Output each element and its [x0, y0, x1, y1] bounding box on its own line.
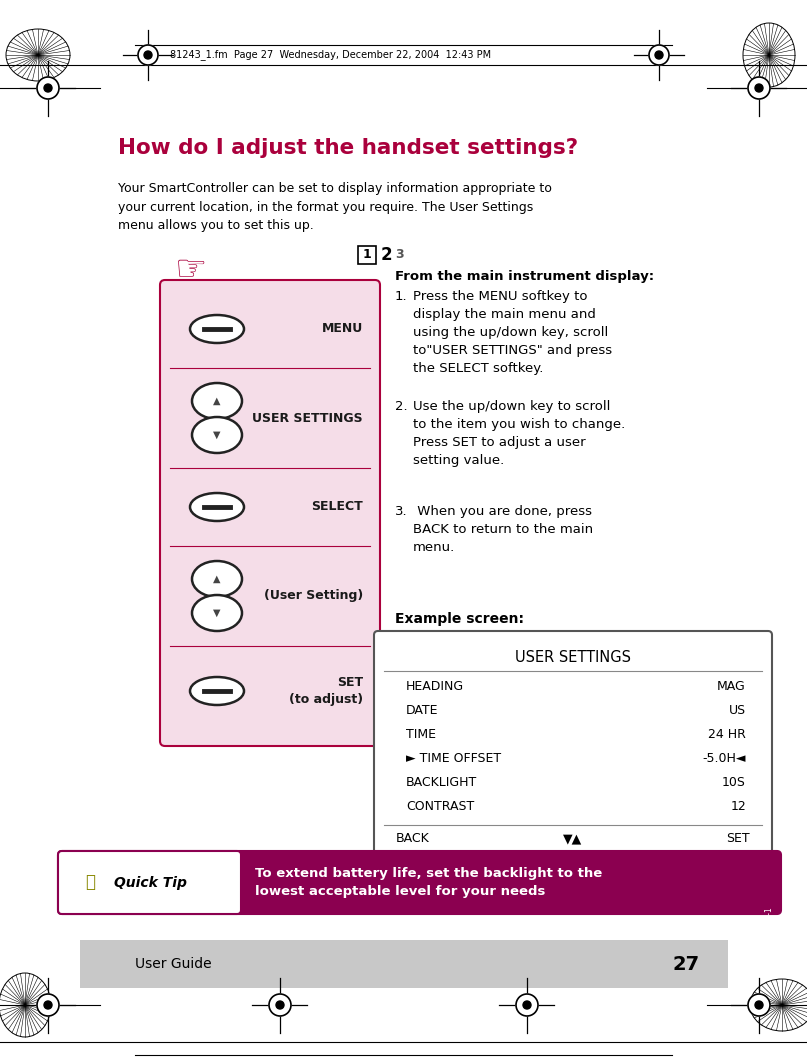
Text: ☞: ☞: [175, 252, 207, 286]
Text: Quick Tip: Quick Tip: [114, 875, 187, 890]
Ellipse shape: [192, 383, 242, 419]
Text: 27: 27: [673, 955, 700, 974]
Text: HEADING: HEADING: [406, 681, 464, 693]
Text: Your SmartController can be set to display information appropriate to
your curre: Your SmartController can be set to displ…: [118, 182, 552, 232]
Text: How do I adjust the handset settings?: How do I adjust the handset settings?: [118, 138, 578, 158]
Text: CONTRAST: CONTRAST: [406, 801, 475, 813]
Ellipse shape: [190, 676, 244, 705]
Circle shape: [144, 51, 152, 59]
Text: (User Setting): (User Setting): [264, 589, 363, 602]
Text: D7632-1: D7632-1: [764, 906, 773, 939]
Text: Use the up/down key to scroll
to the item you wish to change.
Press SET to adjus: Use the up/down key to scroll to the ite…: [413, 400, 625, 467]
Text: MAG: MAG: [717, 681, 746, 693]
Text: DATE: DATE: [406, 704, 438, 718]
Circle shape: [37, 78, 59, 99]
Circle shape: [748, 994, 770, 1016]
Text: When you are done, press
BACK to return to the main
menu.: When you are done, press BACK to return …: [413, 506, 593, 554]
Circle shape: [748, 78, 770, 99]
Ellipse shape: [192, 595, 242, 631]
Text: 1: 1: [362, 249, 371, 261]
Text: USER SETTINGS: USER SETTINGS: [515, 650, 631, 665]
Text: ▼▲: ▼▲: [563, 833, 583, 845]
Text: 1.: 1.: [395, 290, 408, 303]
Ellipse shape: [750, 979, 807, 1031]
Text: US: US: [729, 704, 746, 718]
Text: TIME: TIME: [406, 729, 436, 741]
Text: SELECT: SELECT: [312, 500, 363, 514]
Text: SET: SET: [726, 833, 750, 845]
Text: ▼: ▼: [213, 430, 221, 440]
Text: 2: 2: [380, 246, 392, 264]
Circle shape: [138, 45, 158, 65]
Text: ► TIME OFFSET: ► TIME OFFSET: [406, 753, 501, 766]
Ellipse shape: [6, 29, 70, 81]
FancyBboxPatch shape: [358, 246, 376, 264]
Text: 3: 3: [395, 249, 404, 261]
Ellipse shape: [190, 315, 244, 343]
Circle shape: [516, 994, 538, 1016]
Ellipse shape: [743, 23, 795, 87]
Text: USER SETTINGS: USER SETTINGS: [253, 411, 363, 425]
Circle shape: [44, 84, 52, 92]
FancyBboxPatch shape: [58, 851, 241, 914]
Text: Example screen:: Example screen:: [395, 612, 524, 626]
FancyBboxPatch shape: [160, 280, 380, 746]
Ellipse shape: [190, 493, 244, 521]
Text: User Guide: User Guide: [135, 957, 211, 971]
Text: 24 HR: 24 HR: [708, 729, 746, 741]
Ellipse shape: [192, 417, 242, 453]
Text: -5.0H◄: -5.0H◄: [703, 753, 746, 766]
Text: ▼: ▼: [213, 609, 221, 618]
Text: To extend battery life, set the backlight to the
lowest acceptable level for you: To extend battery life, set the backligh…: [255, 867, 602, 898]
Ellipse shape: [192, 561, 242, 597]
Ellipse shape: [0, 973, 51, 1037]
Circle shape: [44, 1001, 52, 1009]
FancyBboxPatch shape: [58, 851, 781, 914]
Text: BACK: BACK: [396, 833, 430, 845]
Text: 💡: 💡: [85, 874, 95, 891]
Text: 2.: 2.: [395, 400, 408, 413]
Circle shape: [269, 994, 291, 1016]
Circle shape: [523, 1001, 531, 1009]
Text: 10S: 10S: [722, 776, 746, 789]
Circle shape: [755, 1001, 763, 1009]
Text: ▲: ▲: [213, 396, 221, 406]
Circle shape: [276, 1001, 284, 1009]
Circle shape: [649, 45, 669, 65]
Bar: [80, 940, 728, 988]
Text: BACKLIGHT: BACKLIGHT: [406, 776, 477, 789]
Circle shape: [655, 51, 663, 59]
Text: 12: 12: [730, 801, 746, 813]
Text: ▲: ▲: [213, 573, 221, 584]
Circle shape: [755, 84, 763, 92]
Text: Press the MENU softkey to
display the main menu and
using the up/down key, scrol: Press the MENU softkey to display the ma…: [413, 290, 613, 375]
Text: MENU: MENU: [322, 323, 363, 336]
Circle shape: [37, 994, 59, 1016]
Text: 81243_1.fm  Page 27  Wednesday, December 22, 2004  12:43 PM: 81243_1.fm Page 27 Wednesday, December 2…: [170, 50, 491, 61]
Text: SET
(to adjust): SET (to adjust): [289, 676, 363, 705]
Text: From the main instrument display:: From the main instrument display:: [395, 270, 654, 282]
Text: 3.: 3.: [395, 506, 408, 518]
FancyBboxPatch shape: [374, 631, 772, 859]
